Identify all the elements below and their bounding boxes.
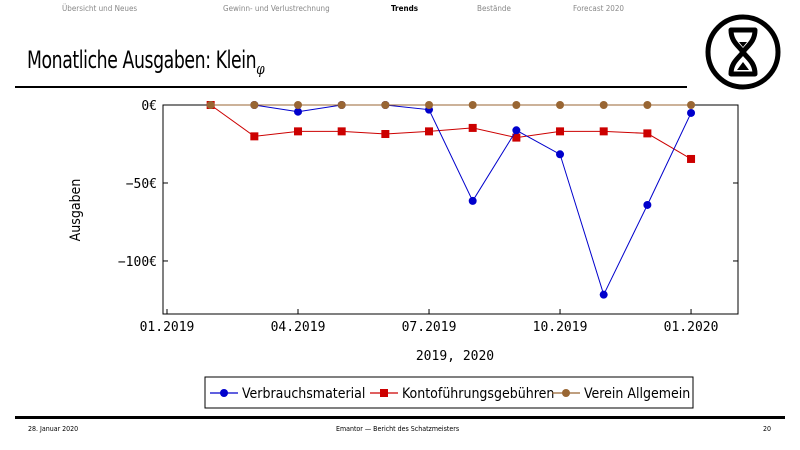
- data-point: [512, 133, 521, 142]
- data-point: [468, 123, 477, 132]
- footer-title: Emantor — Bericht des Schatzmeisters: [336, 425, 460, 433]
- data-point: [512, 101, 521, 109]
- data-point: [643, 200, 652, 209]
- legend: Verbrauchsmaterial Kontoführungsgebühren V…: [204, 376, 694, 409]
- nav-item-forecast[interactable]: Forecast 2020: [573, 4, 625, 13]
- data-point: [468, 196, 477, 205]
- data-point: [599, 101, 608, 109]
- legend-label: Kontoführungsgebühren: [402, 386, 554, 402]
- title-subscript: φ: [256, 59, 265, 78]
- data-point: [687, 154, 696, 163]
- data-point: [599, 127, 608, 136]
- x-tick-label: 07.2019: [402, 320, 457, 335]
- series-line: [210, 104, 692, 160]
- data-point: [294, 107, 303, 116]
- x-tick-label: 10.2019: [533, 320, 588, 335]
- data-point: [294, 101, 303, 109]
- data-point: [206, 101, 215, 109]
- legend-box: [204, 376, 694, 409]
- data-point: [250, 132, 259, 141]
- data-point: [687, 101, 696, 109]
- line-chart: 0€ −50€ −100€ 01.2019 04.2019 07.2019 10.2019…: [68, 99, 739, 409]
- y-tick-label: 0€: [141, 99, 157, 114]
- data-point: [381, 101, 390, 109]
- data-point: [337, 127, 346, 136]
- footer-date: 28. Januar 2020: [28, 425, 79, 433]
- legend-marker: [562, 389, 570, 397]
- data-point: [381, 130, 390, 139]
- x-tick-label: 01.2020: [664, 320, 719, 335]
- nav-item-uebersicht[interactable]: Übersicht und Neues: [62, 4, 138, 13]
- y-axis-label: Ausgaben: [68, 179, 84, 242]
- hourglass-logo-icon: [705, 14, 781, 90]
- data-point: [468, 101, 477, 109]
- legend-label: Verbrauchsmaterial: [242, 386, 365, 402]
- data-point: [294, 127, 303, 136]
- legend-marker: [380, 389, 388, 397]
- data-point: [425, 101, 434, 109]
- page-number: 20: [763, 425, 772, 433]
- x-tick-label: 04.2019: [271, 320, 326, 335]
- y-tick-label: −100€: [118, 255, 157, 270]
- title-rule: [15, 86, 687, 88]
- data-point: [643, 129, 652, 138]
- x-tick-label: 01.2019: [140, 320, 195, 335]
- data-point: [512, 126, 521, 135]
- data-point: [556, 101, 565, 109]
- nav-item-trends[interactable]: Trends: [391, 4, 419, 13]
- data-point: [687, 108, 696, 117]
- data-point: [337, 101, 346, 109]
- nav-item-guv[interactable]: Gewinn- und Verlustrechnung: [223, 4, 330, 13]
- section-nav: Übersicht und Neues Gewinn- und Verlustr…: [0, 4, 800, 18]
- y-tick-label: −50€: [126, 177, 157, 192]
- data-point: [556, 150, 565, 159]
- series-kontof-hrungsgeb-hren: [206, 101, 696, 163]
- data-point: [599, 290, 608, 299]
- legend-marker: [220, 389, 228, 397]
- data-point: [425, 127, 434, 136]
- series-verein-allgemein: [206, 101, 696, 109]
- nav-item-bestaende[interactable]: Bestände: [477, 4, 511, 13]
- legend-label: Verein Allgemein: [584, 386, 690, 402]
- data-point: [556, 127, 565, 136]
- footer-rule: [15, 416, 785, 419]
- x-axis-label: 2019, 2020: [416, 349, 494, 364]
- data-point: [643, 101, 652, 109]
- title-text: Monatliche Ausgaben: Klein: [27, 46, 257, 74]
- data-point: [250, 101, 259, 109]
- page-title: Monatliche Ausgaben: Kleinφ: [27, 46, 265, 78]
